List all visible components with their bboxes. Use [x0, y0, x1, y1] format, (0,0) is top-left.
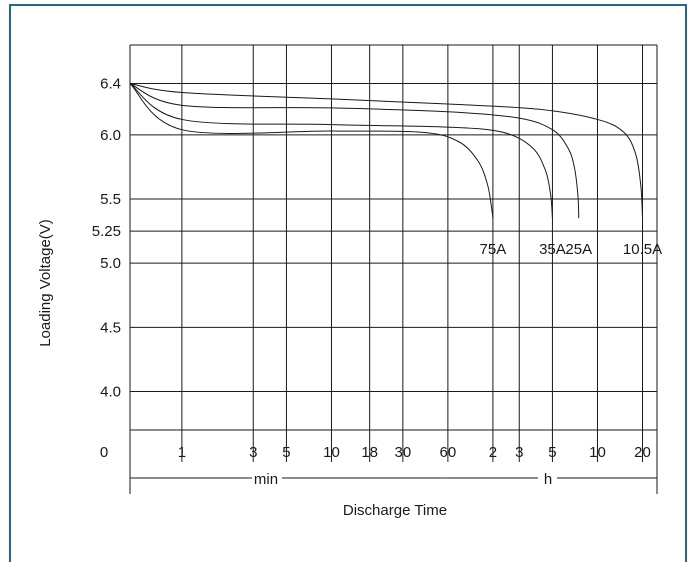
discharge-curve [129, 83, 643, 219]
x-tick-label: 20 [634, 444, 651, 461]
x-tick-label: 1 [178, 444, 186, 461]
y-tick-label: 4.5 [100, 319, 121, 336]
y-tick-label: 5.25 [92, 223, 121, 240]
discharge-curve [129, 83, 494, 219]
x-tick-label: 10 [589, 444, 606, 461]
y-tick-label: 6.0 [100, 127, 121, 144]
unit-label-hours: h [544, 471, 552, 488]
x-tick-label: 2 [489, 444, 497, 461]
y-tick-label: 5.5 [100, 191, 121, 208]
curve-label: 75A [480, 241, 507, 258]
y-tick-label: 5.0 [100, 255, 121, 272]
curve-label: 10.5A [623, 241, 662, 258]
x-tick-label: 30 [395, 444, 412, 461]
unit-label-minutes: min [254, 471, 278, 488]
x-tick-label: 3 [515, 444, 523, 461]
y-tick-label: 6.4 [100, 76, 121, 93]
axes [129, 44, 658, 494]
x-tick-label: 3 [249, 444, 257, 461]
outer-border [9, 4, 687, 562]
tick-labels: 6.4 6.0 5.5 5.25 5.0 4.5 4.0 1 3 5 10 18 30 60 2 3 5 10 20… [92, 76, 662, 462]
curve-label: 25A [565, 241, 592, 258]
x-tick-label: 18 [361, 444, 378, 461]
y-axis-title: Loading Voltage(V) [37, 219, 54, 347]
discharge-curve [129, 83, 553, 219]
x-tick-label: 5 [548, 444, 556, 461]
curves [129, 83, 643, 219]
x-tick-label: 60 [440, 444, 457, 461]
x-axis-title: Discharge Time [343, 502, 447, 519]
x-tick-label: 5 [282, 444, 290, 461]
discharge-curve [129, 83, 580, 219]
y-tick-label: 4.0 [100, 384, 121, 401]
grid [130, 45, 657, 462]
y-zero-label: 0 [100, 444, 108, 461]
curve-label: 35A [539, 241, 566, 258]
x-tick-label: 10 [323, 444, 340, 461]
